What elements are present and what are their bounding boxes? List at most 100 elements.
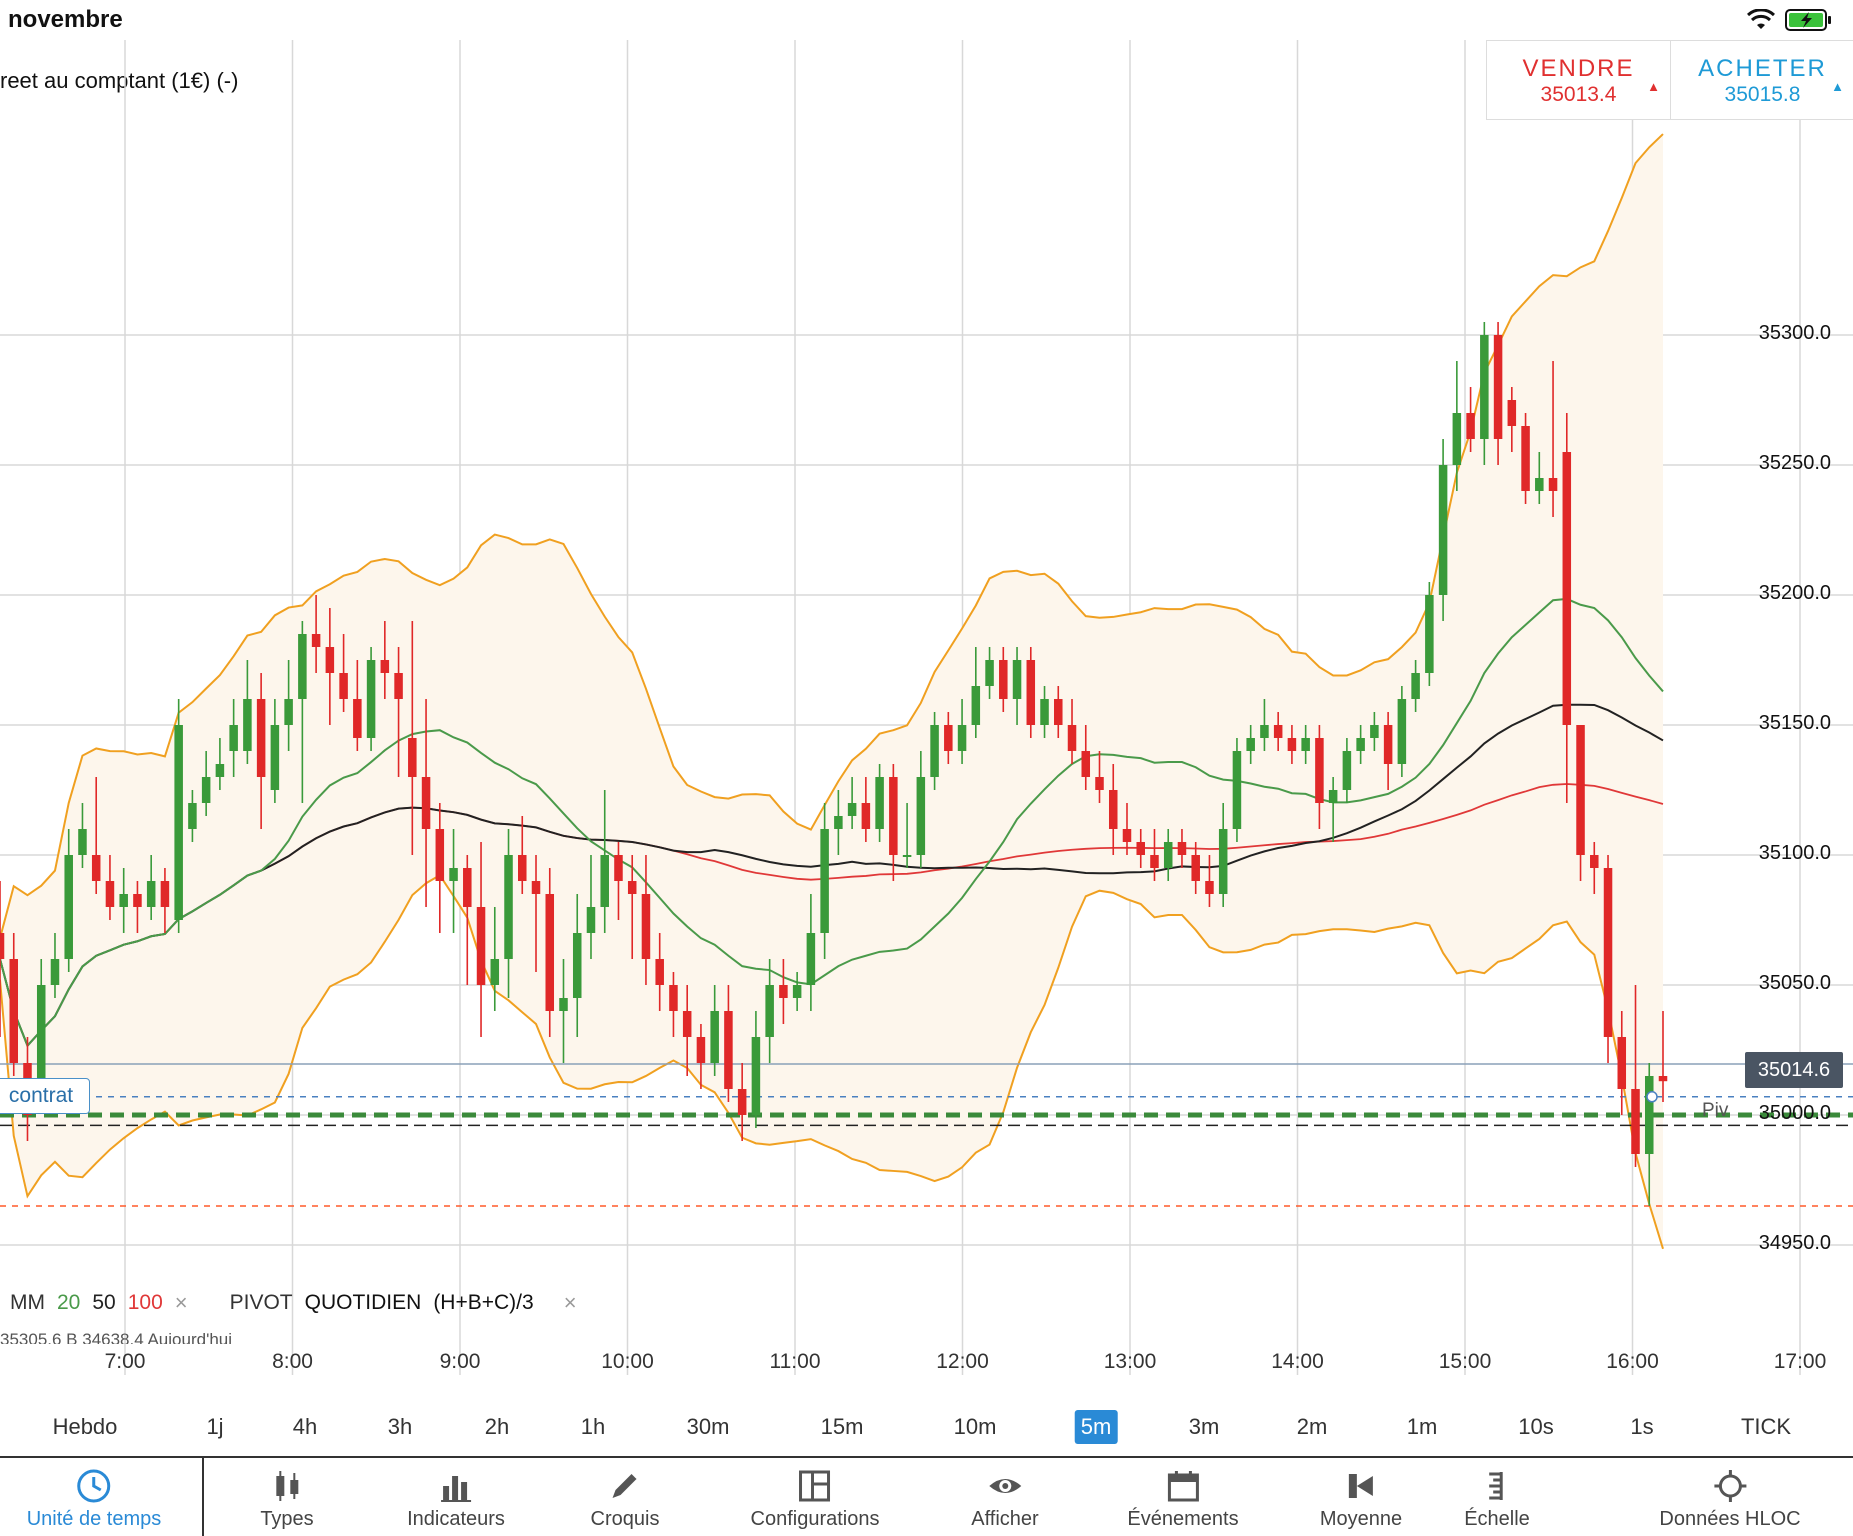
tool-label: Événements xyxy=(1127,1508,1239,1530)
timeframe-1m[interactable]: 1m xyxy=(1406,1414,1438,1439)
buy-button[interactable]: ACHETER 35015.8 ▲ xyxy=(1670,41,1853,119)
tool-clock[interactable]: Unité de temps xyxy=(27,1458,161,1536)
candle-up xyxy=(847,803,857,816)
sell-button[interactable]: VENDRE 35013.4 ▲ xyxy=(1487,41,1670,119)
candle-down xyxy=(91,855,101,881)
candle-down xyxy=(421,777,431,829)
candle-down xyxy=(1287,738,1297,751)
candle-up xyxy=(1301,738,1310,751)
timeframe-1s[interactable]: 1s xyxy=(1630,1414,1654,1439)
battery-icon xyxy=(1785,9,1831,31)
candle-down xyxy=(1493,335,1503,439)
x-tick-label: 15:00 xyxy=(1438,1350,1492,1373)
trade-box: VENDRE 35013.4 ▲ ACHETER 35015.8 ▲ xyxy=(1486,40,1853,120)
y-tick-label: 35000.0 xyxy=(1758,1102,1831,1124)
candle-up xyxy=(36,985,46,1089)
position-badge[interactable]: contrat xyxy=(0,1078,90,1114)
tool-label: Afficher xyxy=(971,1508,1039,1530)
tool-scale[interactable]: Échelle xyxy=(1464,1458,1530,1536)
tool-candles[interactable]: Types xyxy=(260,1458,314,1536)
timeframe-3h[interactable]: 3h xyxy=(387,1414,413,1439)
tool-eye[interactable]: Afficher xyxy=(971,1458,1039,1536)
timeframe-3m[interactable]: 3m xyxy=(1188,1414,1220,1439)
timeframe-10m[interactable]: 10m xyxy=(953,1414,997,1439)
scale-icon xyxy=(1488,1472,1503,1500)
candle-down xyxy=(133,894,142,907)
y-tick-label: 35200.0 xyxy=(1758,582,1831,604)
candle-up xyxy=(146,881,156,907)
candle-up xyxy=(1397,699,1407,764)
clock-icon xyxy=(77,1469,111,1503)
candle-up xyxy=(78,829,87,855)
candle-down xyxy=(463,868,472,907)
candle-down xyxy=(641,894,651,959)
candle-down xyxy=(353,699,362,738)
x-tick-label: 11:00 xyxy=(769,1350,821,1373)
candle-down xyxy=(380,660,390,673)
candle-down xyxy=(0,933,5,959)
candle-down xyxy=(655,959,664,985)
candle-down xyxy=(9,959,19,1063)
timeframe-30m[interactable]: 30m xyxy=(686,1414,730,1439)
timeframe-tick[interactable]: TICK xyxy=(1740,1414,1792,1439)
instrument-title: reet au comptant (1€) (-) xyxy=(0,68,239,93)
candle-up xyxy=(201,777,211,803)
x-tick-label: 7:00 xyxy=(104,1350,146,1373)
mm100-label: 100 xyxy=(127,1291,163,1314)
timeframe-2m[interactable]: 2m xyxy=(1296,1414,1328,1439)
candle-up xyxy=(1452,413,1462,465)
candle-down xyxy=(545,894,555,1011)
candle-up xyxy=(572,933,582,998)
x-tick-label: 17:00 xyxy=(1773,1350,1827,1373)
candle-down xyxy=(476,907,486,985)
candle-up xyxy=(1163,842,1173,868)
mm50-label: 50 xyxy=(92,1291,116,1314)
candle-down xyxy=(394,673,403,699)
candle-down xyxy=(1136,842,1145,855)
timeframe-10s[interactable]: 10s xyxy=(1518,1414,1554,1439)
timeframe-4h[interactable]: 4h xyxy=(292,1414,318,1439)
candle-up xyxy=(971,686,981,725)
remove-pivot-button[interactable]: × xyxy=(563,1290,577,1315)
candle-up xyxy=(1218,829,1228,894)
candle-up xyxy=(270,725,280,790)
candle-down xyxy=(669,985,678,1011)
candle-up xyxy=(188,803,197,829)
timeframe-1h[interactable]: 1h xyxy=(580,1414,606,1439)
candle-down xyxy=(408,738,417,777)
tool-crosshair[interactable]: Données HLOC xyxy=(1659,1458,1801,1536)
tool-layout[interactable]: Configurations xyxy=(751,1458,879,1536)
timeframe-hebdo[interactable]: Hebdo xyxy=(52,1414,118,1439)
tool-calendar[interactable]: Événements xyxy=(1127,1458,1239,1536)
candle-down xyxy=(1095,777,1104,790)
mm50-line xyxy=(0,703,1664,1048)
timeframe-5m[interactable]: 5m xyxy=(1074,1410,1118,1444)
tool-bar-chart[interactable]: Indicateurs xyxy=(407,1458,505,1536)
candle-up xyxy=(1411,673,1420,699)
candle-down xyxy=(1191,855,1200,881)
candle-up xyxy=(1040,699,1049,725)
pivot-formula: (H+B+C)/3 xyxy=(433,1291,534,1314)
remove-mm-button[interactable]: × xyxy=(174,1290,188,1315)
candle-down xyxy=(889,777,898,855)
candle-up xyxy=(1232,751,1242,829)
candle-down xyxy=(1576,725,1585,855)
pivot-period: QUOTIDIEN xyxy=(304,1291,422,1314)
candle-up xyxy=(1425,595,1434,673)
candle-down xyxy=(339,673,348,699)
timeframe-1j[interactable]: 1j xyxy=(206,1414,224,1439)
x-tick-label: 13:00 xyxy=(1103,1350,1157,1373)
tool-average[interactable]: Moyenne xyxy=(1320,1458,1402,1536)
candle-down xyxy=(1315,738,1324,803)
candle-up xyxy=(490,959,500,985)
chart-area[interactable] xyxy=(0,40,1853,1380)
timeframe-15m[interactable]: 15m xyxy=(820,1414,864,1439)
candle-up xyxy=(792,985,802,998)
price-chart[interactable] xyxy=(0,40,1853,1380)
timeframe-2h[interactable]: 2h xyxy=(484,1414,510,1439)
tool-pencil[interactable]: Croquis xyxy=(591,1458,659,1536)
tool-label: Types xyxy=(260,1508,314,1530)
candle-down xyxy=(861,803,871,829)
candle-down xyxy=(1150,855,1159,868)
candle-down xyxy=(1562,452,1572,725)
